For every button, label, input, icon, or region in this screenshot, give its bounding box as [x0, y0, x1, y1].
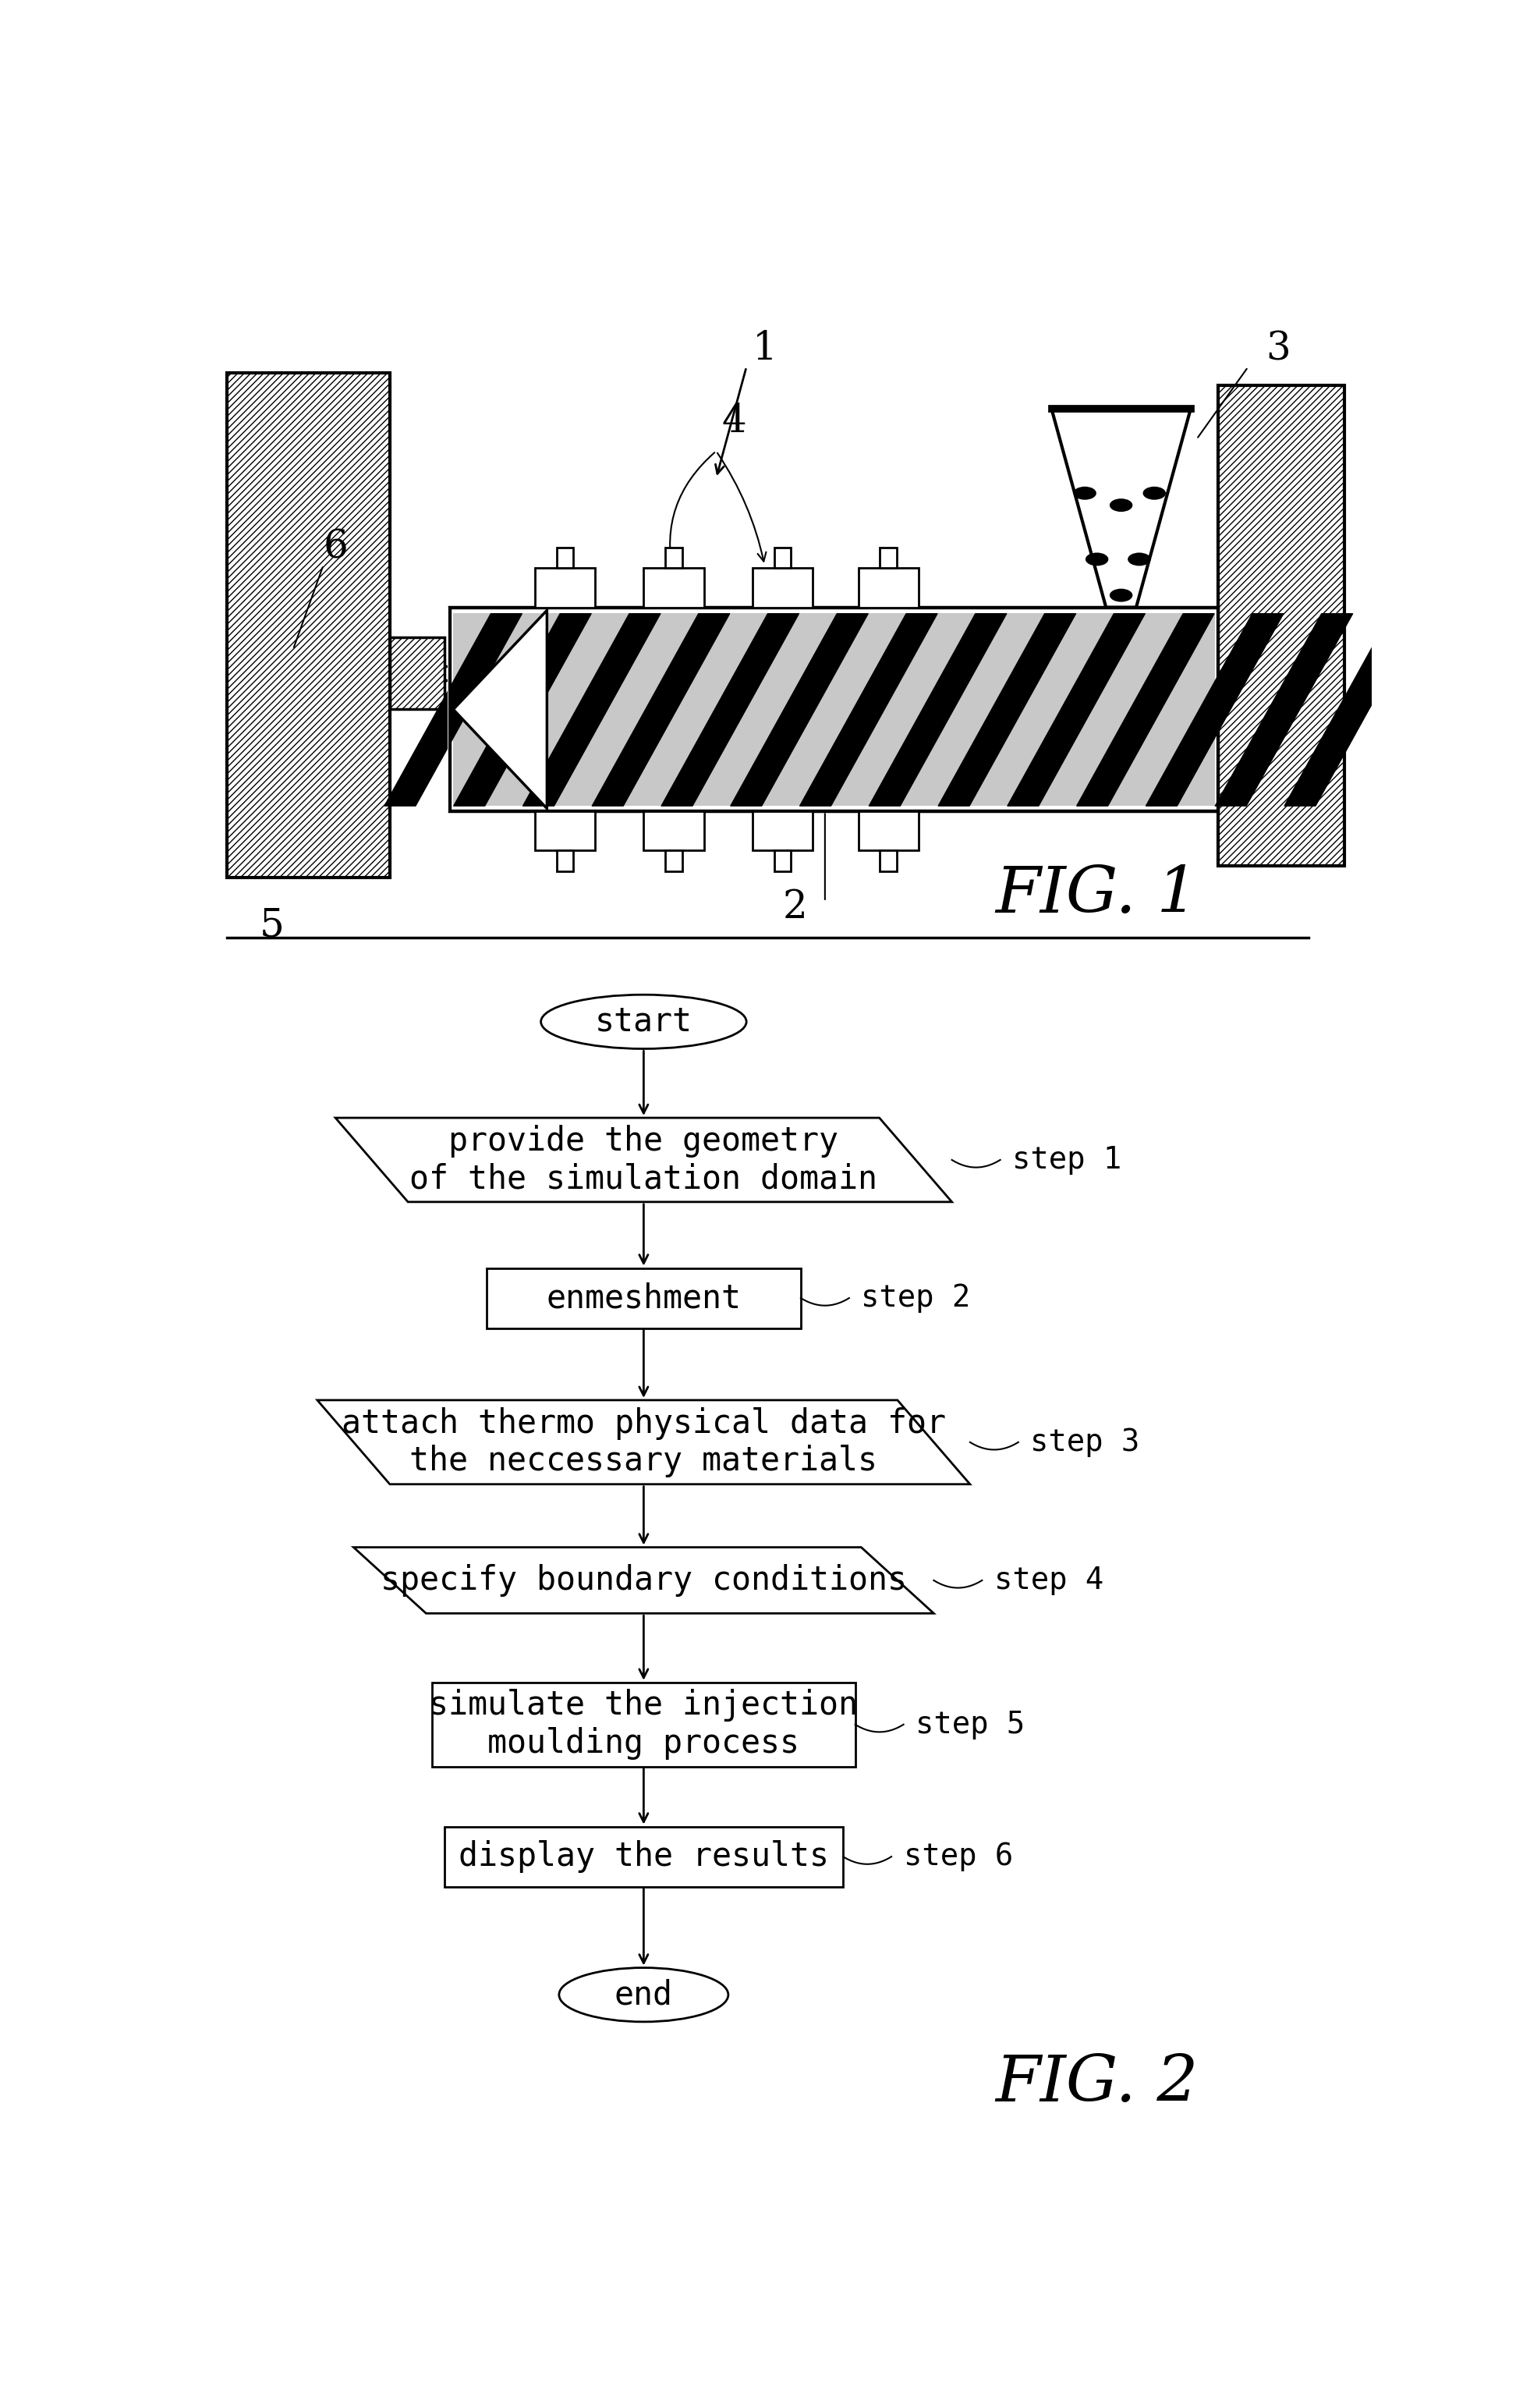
Text: specify boundary conditions: specify boundary conditions: [381, 1563, 906, 1597]
Bar: [1218, 385, 1345, 864]
Bar: [556, 850, 574, 872]
Polygon shape: [353, 1548, 934, 1613]
Ellipse shape: [1074, 486, 1097, 501]
Text: step 4: step 4: [995, 1565, 1104, 1594]
Bar: [390, 638, 445, 710]
Bar: [774, 850, 790, 872]
Text: step 5: step 5: [915, 1710, 1025, 1739]
Text: step 2: step 2: [860, 1283, 970, 1312]
Text: 6: 6: [323, 527, 347, 566]
Text: end: end: [614, 1979, 673, 2011]
Polygon shape: [1051, 409, 1191, 607]
Text: 5: 5: [259, 905, 285, 944]
Bar: [857, 811, 918, 850]
Bar: [644, 568, 704, 607]
Ellipse shape: [1110, 588, 1133, 602]
Bar: [227, 373, 390, 877]
Bar: [227, 373, 390, 877]
Bar: [390, 638, 445, 710]
Ellipse shape: [1086, 554, 1109, 566]
Bar: [535, 568, 595, 607]
Bar: [880, 547, 897, 568]
Bar: [752, 568, 813, 607]
Bar: [752, 811, 813, 850]
Bar: [857, 568, 918, 607]
Polygon shape: [317, 1399, 970, 1483]
Bar: [880, 850, 897, 872]
Bar: [556, 547, 574, 568]
Ellipse shape: [1142, 486, 1165, 501]
Text: FIG. 2: FIG. 2: [996, 2052, 1199, 2114]
Ellipse shape: [541, 995, 746, 1050]
Bar: [445, 1828, 844, 1885]
Polygon shape: [454, 609, 547, 809]
Text: start: start: [595, 1007, 693, 1038]
Text: 3: 3: [1266, 330, 1290, 368]
Text: FIG. 1: FIG. 1: [996, 862, 1199, 925]
Text: enmeshment: enmeshment: [547, 1281, 742, 1315]
Bar: [454, 614, 1215, 807]
Text: step 6: step 6: [903, 1842, 1013, 1871]
Bar: [666, 547, 682, 568]
Bar: [644, 811, 704, 850]
Bar: [774, 547, 790, 568]
Bar: [448, 607, 451, 811]
Bar: [1218, 385, 1345, 864]
Ellipse shape: [1110, 498, 1133, 513]
Text: display the results: display the results: [458, 1840, 829, 1873]
Bar: [451, 607, 1218, 811]
Text: step 1: step 1: [1013, 1146, 1121, 1175]
Text: simulate the injection
moulding process: simulate the injection moulding process: [429, 1688, 857, 1760]
Bar: [451, 607, 1218, 811]
Polygon shape: [335, 1117, 952, 1202]
Text: attach thermo physical data for
the neccessary materials: attach thermo physical data for the necc…: [341, 1406, 946, 1479]
Text: 1: 1: [752, 330, 777, 368]
Text: 4: 4: [722, 402, 746, 441]
Ellipse shape: [559, 1967, 728, 2023]
Ellipse shape: [1127, 554, 1151, 566]
Bar: [535, 811, 595, 850]
Text: step 3: step 3: [1031, 1428, 1139, 1457]
Bar: [433, 1683, 856, 1767]
Bar: [486, 1269, 801, 1329]
Text: provide the geometry
of the simulation domain: provide the geometry of the simulation d…: [410, 1125, 877, 1194]
Bar: [666, 850, 682, 872]
Text: 2: 2: [783, 889, 807, 927]
